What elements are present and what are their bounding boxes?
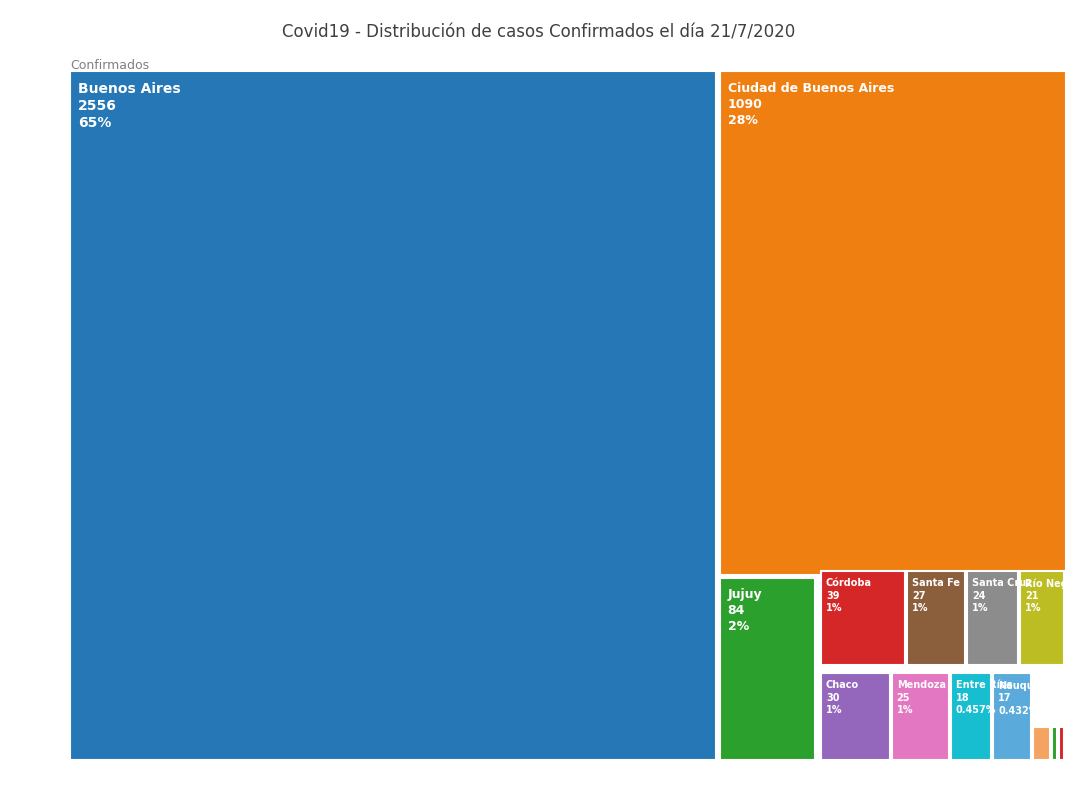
Bar	[967, 571, 1018, 664]
Text: Neuquén
17
0.432%: Neuquén 17 0.432%	[998, 680, 1048, 715]
Bar	[1033, 727, 1050, 760]
Bar	[821, 673, 890, 760]
Text: Ciudad de Buenos Aires
1090
28%: Ciudad de Buenos Aires 1090 28%	[728, 82, 894, 127]
Bar	[892, 673, 949, 760]
Bar	[993, 673, 1031, 760]
Bar	[1020, 571, 1064, 664]
Text: Río Negro
21
1%: Río Negro 21 1%	[1025, 578, 1077, 614]
Bar	[719, 577, 815, 760]
Bar	[951, 673, 991, 760]
Text: Mendoza
25
1%: Mendoza 25 1%	[897, 680, 946, 715]
Text: Entre Ríos
18
0.457%: Entre Ríos 18 0.457%	[955, 680, 1012, 715]
Bar	[821, 571, 905, 664]
Text: Córdoba
39
1%: Córdoba 39 1%	[826, 578, 872, 613]
Text: Covid19 - Distribución de casos Confirmados el día 21/7/2020: Covid19 - Distribución de casos Confirma…	[282, 24, 795, 42]
Text: Santa Fe
27
1%: Santa Fe 27 1%	[912, 578, 960, 613]
Text: Buenos Aires
2556
65%: Buenos Aires 2556 65%	[78, 82, 181, 130]
Text: Confirmados: Confirmados	[70, 59, 149, 72]
Text: Santa Cruz
24
1%: Santa Cruz 24 1%	[971, 578, 1032, 613]
Text: Jujuy
84
2%: Jujuy 84 2%	[728, 588, 763, 633]
Bar	[907, 571, 965, 664]
Bar	[1059, 727, 1064, 760]
Text: Chaco
30
1%: Chaco 30 1%	[826, 680, 859, 715]
Bar	[1052, 727, 1058, 760]
Bar	[70, 71, 715, 760]
Bar	[719, 71, 1066, 575]
